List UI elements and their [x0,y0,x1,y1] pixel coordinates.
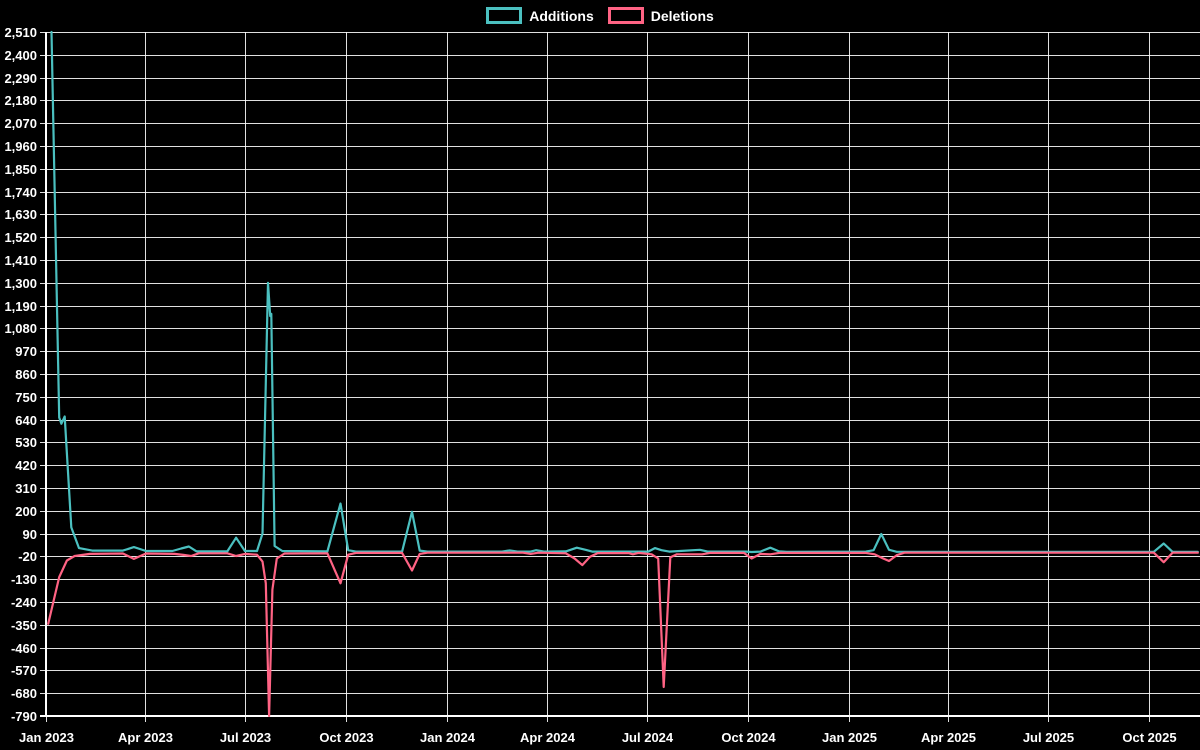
x-tick-label: Oct 2023 [319,730,373,745]
x-tick-label: Jan 2025 [822,730,877,745]
y-tick-label: 420 [15,458,37,473]
y-tick-label: 310 [15,481,37,496]
additions-swatch-icon [486,7,523,24]
y-tick-label: 2,290 [4,71,37,86]
x-tick-label: Jul 2025 [1023,730,1074,745]
x-tick-label: Jan 2024 [420,730,476,745]
y-tick-label: 1,410 [4,253,37,268]
legend-label-deletions: Deletions [650,7,714,24]
y-tick-label: -460 [11,641,37,656]
x-tick-label: Apr 2025 [921,730,976,745]
y-tick-label: 750 [15,390,37,405]
y-tick-label: 640 [15,413,37,428]
x-tick-label: Oct 2024 [721,730,776,745]
x-tick-label: Jan 2023 [19,730,74,745]
y-tick-label: -20 [18,549,37,564]
y-tick-label: 2,070 [4,116,37,131]
y-tick-label: -350 [11,618,37,633]
y-tick-label: 1,080 [4,321,37,336]
y-tick-label: 200 [15,504,37,519]
legend-item-additions[interactable]: Additions [486,7,594,24]
y-tick-label: -680 [11,686,37,701]
y-tick-label: -130 [11,572,37,587]
y-tick-label: 970 [15,344,37,359]
legend-item-deletions[interactable]: Deletions [607,7,714,24]
y-tick-label: 1,630 [4,207,37,222]
y-tick-label: 90 [23,527,37,542]
x-tick-label: Oct 2025 [1122,730,1176,745]
y-tick-label: 1,850 [4,162,37,177]
legend-label-additions: Additions [529,7,594,24]
y-tick-label: 2,510 [4,25,37,40]
y-tick-label: 860 [15,367,37,382]
y-tick-label: 1,740 [4,185,37,200]
x-tick-label: Jul 2024 [622,730,674,745]
y-tick-label: 1,300 [4,276,37,291]
y-tick-label: 530 [15,435,37,450]
additions-line [50,30,1199,554]
x-tick-label: Apr 2023 [118,730,173,745]
x-tick-label: Apr 2024 [520,730,576,745]
y-tick-label: 1,960 [4,139,37,154]
chart-legend: Additions Deletions [0,7,1200,24]
deletions-line [47,551,1199,718]
y-tick-label: 1,190 [4,299,37,314]
x-tick-label: Jul 2023 [220,730,271,745]
y-tick-label: -790 [11,709,37,724]
y-tick-label: -570 [11,663,37,678]
axis-tick-labels: 2,510 2,400 2,290 2,180 2,070 1,960 1,850 1,740… [4,25,1176,745]
gridlines [40,32,1200,722]
y-tick-label: 1,520 [4,230,37,245]
y-tick-label: 2,180 [4,93,37,108]
deletions-swatch-icon [607,7,644,24]
y-tick-label: 2,400 [4,48,37,63]
y-tick-label: -240 [11,595,37,610]
